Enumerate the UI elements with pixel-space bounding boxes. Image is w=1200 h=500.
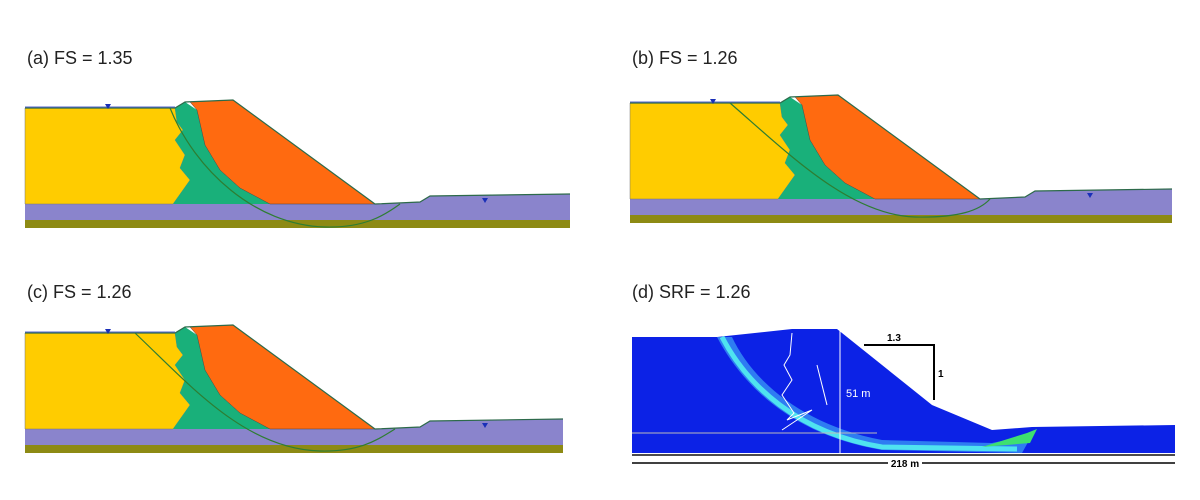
panel-b <box>629 94 1173 223</box>
shell-yellow <box>24 107 191 205</box>
shell-yellow <box>629 102 796 200</box>
downstream-fill <box>375 419 563 429</box>
slip-surface <box>729 102 991 218</box>
slip-surface <box>134 332 396 452</box>
panel-title: (d) SRF = 1.26 <box>632 282 751 302</box>
water-marker <box>482 198 488 203</box>
panel-title: (a) FS = 1.35 <box>27 48 133 68</box>
downstream-fill <box>375 194 570 204</box>
core-green <box>173 102 270 204</box>
slip-surface <box>169 107 401 228</box>
width-label: 218 m <box>891 459 919 470</box>
slope-v-label: 1 <box>938 369 944 380</box>
water-marker <box>105 329 111 334</box>
ground-surface <box>25 99 571 205</box>
downstream-fill <box>980 189 1172 199</box>
water-marker <box>482 423 488 428</box>
crack <box>781 332 813 431</box>
shear-band-core <box>719 335 1018 452</box>
foundation <box>630 199 1172 215</box>
foundation <box>25 204 570 220</box>
panel-a <box>24 99 571 228</box>
width-label-bg <box>888 457 922 469</box>
water-marker <box>710 99 716 104</box>
shell-yellow <box>24 332 191 430</box>
bedrock <box>25 445 563 453</box>
panel-title: (b) FS = 1.26 <box>632 48 738 68</box>
slope-h-label: 1.3 <box>887 333 901 344</box>
foundation <box>25 429 563 445</box>
panel-d: 1.3 1 51 m 218 m <box>632 329 1175 470</box>
panel-c <box>24 324 564 453</box>
height-label: 51 m <box>846 388 870 400</box>
core-green <box>173 327 270 429</box>
water-marker <box>105 104 111 109</box>
bedrock <box>630 215 1172 223</box>
shear-band-toe <box>982 429 1037 447</box>
soil-domain <box>632 329 1175 453</box>
water-marker <box>1087 193 1093 198</box>
slope-triangle <box>864 344 935 400</box>
ground-surface <box>25 324 564 430</box>
crack <box>816 364 828 406</box>
core-green <box>778 97 875 199</box>
panel-title: (c) FS = 1.26 <box>27 282 132 302</box>
ground-surface <box>630 94 1173 200</box>
